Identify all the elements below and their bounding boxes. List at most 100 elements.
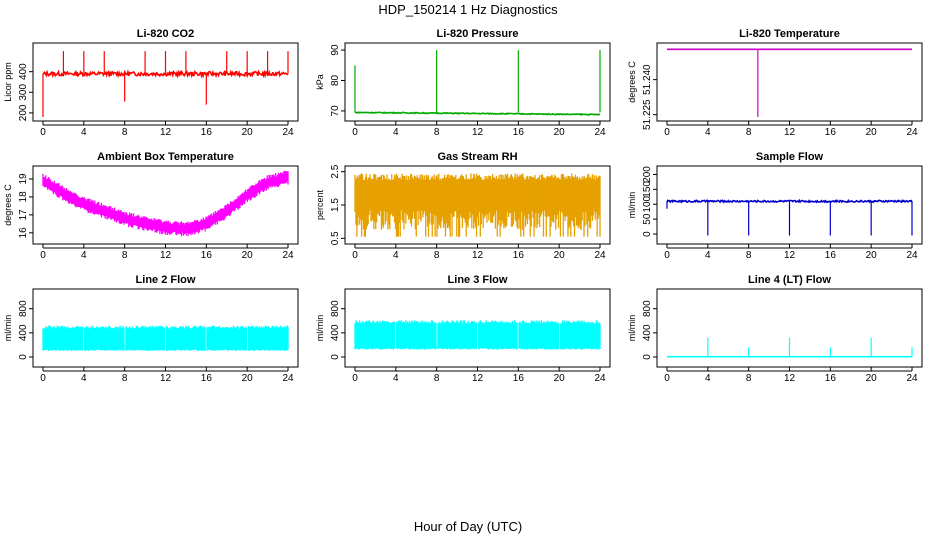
y-tick-label: 90 — [330, 44, 341, 56]
plot-area — [42, 51, 289, 117]
x-tick-label: 8 — [434, 250, 440, 261]
x-tick-label: 20 — [554, 250, 566, 261]
x-tick-label: 16 — [201, 250, 213, 261]
y-axis-label: Licor ppm — [3, 62, 13, 102]
plot-area — [354, 173, 601, 237]
x-tick-label: 24 — [594, 373, 606, 384]
panel-licor_temp: Li-820 Temperature 0 4 8 12 16 20 24 51.225 51.24… — [627, 28, 923, 138]
x-tick-label: 0 — [664, 250, 670, 261]
x-tick-label: 4 — [393, 373, 399, 384]
x-tick-label: 8 — [122, 373, 128, 384]
x-tick-label: 4 — [705, 127, 711, 138]
panel-line2: Line 2 Flow 0 4 8 12 16 20 24 0 400 800 ml/min — [3, 274, 299, 384]
x-tick-label: 0 — [352, 127, 358, 138]
x-tick-label: 24 — [906, 373, 918, 384]
x-tick-label: 8 — [122, 127, 128, 138]
x-tick-label: 4 — [705, 250, 711, 261]
y-tick-label: 2.5 — [330, 164, 341, 178]
y-tick-label: 150 — [642, 181, 653, 198]
x-tick-label: 4 — [393, 127, 399, 138]
x-tick-label: 0 — [40, 250, 46, 261]
panel-title: Line 2 Flow — [136, 274, 196, 286]
panel-title: Ambient Box Temperature — [97, 151, 234, 163]
plot-area — [667, 337, 913, 358]
x-tick-label: 20 — [242, 250, 254, 261]
y-tick-label: 0 — [642, 231, 653, 237]
y-tick-label: 300 — [18, 84, 29, 101]
y-axis-label: kPa — [315, 74, 325, 90]
panel-rh: Gas Stream RH 0 4 8 12 16 20 24 0.5 1.5 2.5 percent — [315, 151, 611, 261]
x-tick-label: 16 — [825, 250, 837, 261]
x-tick-label: 8 — [746, 127, 752, 138]
y-axis-label: ml/min — [315, 315, 325, 342]
x-tick-label: 16 — [201, 373, 213, 384]
x-tick-label: 4 — [705, 373, 711, 384]
y-tick-label: 100 — [642, 195, 653, 212]
x-tick-label: 12 — [472, 250, 484, 261]
panel-line3: Line 3 Flow 0 4 8 12 16 20 24 0 400 800 ml/min — [315, 274, 611, 384]
x-tick-label: 8 — [434, 127, 440, 138]
y-tick-label: 400 — [330, 324, 341, 341]
y-tick-label: 400 — [18, 63, 29, 80]
x-tick-label: 16 — [513, 127, 525, 138]
panel-title: Li-820 Pressure — [437, 28, 519, 40]
y-tick-label: 0 — [642, 354, 653, 360]
x-tick-label: 12 — [784, 127, 796, 138]
x-tick-label: 20 — [242, 127, 254, 138]
y-tick-label: 200 — [18, 104, 29, 121]
panel-title: Li-820 CO2 — [137, 28, 194, 40]
x-tick-label: 16 — [825, 127, 837, 138]
x-tick-label: 16 — [201, 127, 213, 138]
y-tick-label: 200 — [642, 166, 653, 183]
y-tick-label: 51.225 — [642, 99, 653, 130]
x-tick-label: 0 — [352, 373, 358, 384]
plot-area — [354, 50, 601, 117]
y-tick-label: 800 — [330, 300, 341, 317]
x-tick-label: 12 — [784, 373, 796, 384]
plot-area — [42, 170, 289, 237]
y-tick-label: 51.240 — [642, 64, 653, 95]
x-tick-label: 20 — [554, 127, 566, 138]
y-axis-label: degrees C — [627, 61, 637, 103]
y-tick-label: 16 — [18, 227, 29, 239]
x-tick-label: 0 — [664, 373, 670, 384]
x-tick-label: 8 — [746, 373, 752, 384]
panel-title: Li-820 Temperature — [739, 28, 840, 40]
plot-area — [666, 198, 913, 236]
plot-area — [42, 325, 289, 351]
x-tick-label: 0 — [352, 250, 358, 261]
y-tick-label: 0 — [18, 354, 29, 360]
y-tick-label: 18 — [18, 191, 29, 203]
x-tick-label: 8 — [122, 250, 128, 261]
series-line — [355, 111, 601, 117]
x-tick-label: 0 — [40, 127, 46, 138]
y-tick-label: 70 — [330, 105, 341, 117]
y-tick-label: 80 — [330, 74, 341, 86]
y-tick-label: 800 — [18, 300, 29, 317]
x-tick-label: 16 — [825, 373, 837, 384]
x-tick-label: 0 — [40, 373, 46, 384]
x-tick-label: 12 — [160, 373, 172, 384]
x-tick-label: 12 — [472, 127, 484, 138]
y-tick-label: 0 — [330, 354, 341, 360]
x-tick-label: 12 — [160, 250, 172, 261]
x-tick-label: 20 — [866, 127, 878, 138]
x-tick-label: 24 — [594, 127, 606, 138]
plot-area — [667, 48, 912, 117]
x-tick-label: 24 — [906, 250, 918, 261]
y-axis-label: percent — [315, 189, 325, 220]
y-tick-label: 800 — [642, 300, 653, 317]
x-tick-label: 24 — [282, 373, 294, 384]
panel-title: Gas Stream RH — [437, 151, 517, 163]
x-tick-label: 20 — [866, 250, 878, 261]
y-tick-label: 0.5 — [330, 231, 341, 245]
x-tick-label: 20 — [866, 373, 878, 384]
x-axis-label: Hour of Day (UTC) — [414, 519, 522, 534]
x-tick-label: 12 — [472, 373, 484, 384]
y-axis-label: ml/min — [627, 315, 637, 342]
x-tick-label: 4 — [81, 373, 87, 384]
y-tick-label: 19 — [18, 173, 29, 185]
y-axis-label: degrees C — [3, 184, 13, 226]
x-tick-label: 12 — [160, 127, 172, 138]
